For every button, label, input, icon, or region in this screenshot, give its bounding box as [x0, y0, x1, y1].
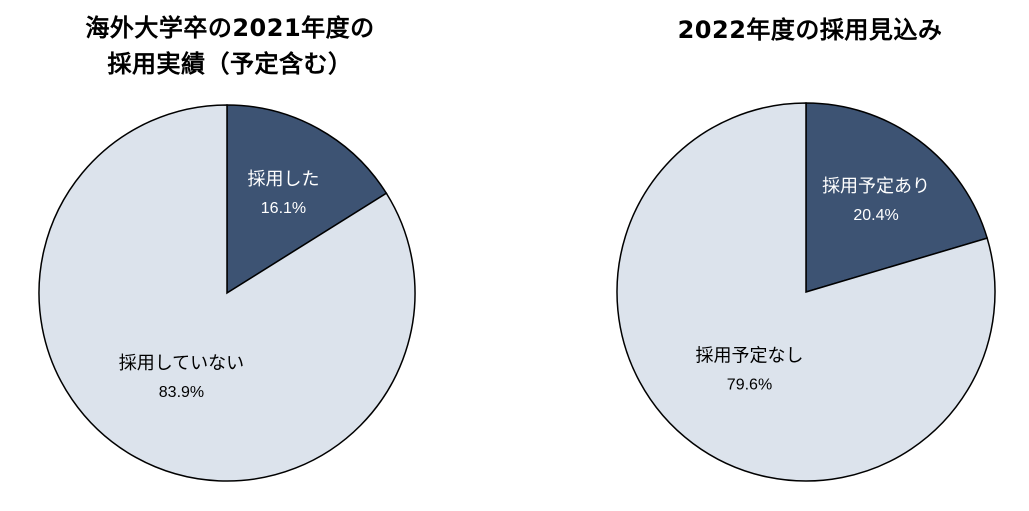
pie-left-slice-1	[38, 104, 416, 482]
pie-right-slice-0-value: 20.4%	[853, 207, 898, 224]
pie-right-slice-1-label: 採用予定なし	[695, 346, 803, 367]
pie-left-slice-0	[226, 104, 388, 295]
pie-right-slice-1-value: 79.6%	[727, 377, 772, 394]
chart-title-left-line-2: 採用実績（予定含む）	[107, 50, 353, 78]
pie-right-slice-0-label: 採用予定あり	[822, 176, 930, 197]
pie-right-slice-0	[805, 102, 989, 294]
chart-title-left-line-1: 海外大学卒の2021年度の	[85, 14, 375, 42]
chart-title-right-line-1: 2022年度の採用見込み	[677, 16, 943, 44]
pie-right-slice-1	[616, 102, 996, 482]
pie-left-slice-0-label: 採用した	[247, 169, 319, 190]
chart-title-left: 海外大学卒の2021年度の 採用実績（予定含む）	[40, 10, 420, 82]
pie-left-slice-1-value: 83.9%	[159, 384, 204, 401]
pie-left-slice-0-value: 16.1%	[261, 200, 306, 217]
chart-title-right: 2022年度の採用見込み	[610, 12, 1010, 48]
pie-left-slice-1-label: 採用していない	[119, 353, 244, 374]
